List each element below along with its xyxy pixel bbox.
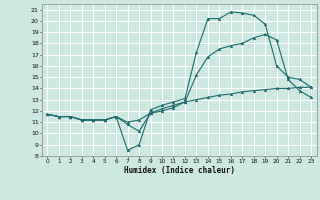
X-axis label: Humidex (Indice chaleur): Humidex (Indice chaleur) [124,166,235,175]
